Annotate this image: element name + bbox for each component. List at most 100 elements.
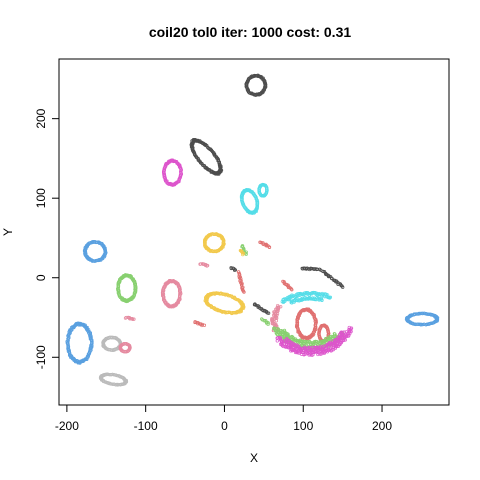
data-point xyxy=(332,332,337,336)
data-point xyxy=(417,312,422,316)
data-point xyxy=(222,292,226,296)
data-point xyxy=(201,262,205,266)
data-point xyxy=(312,349,316,353)
data-point xyxy=(281,300,286,305)
y-tick-label: 200 xyxy=(34,108,48,128)
data-point xyxy=(107,372,112,377)
data-point xyxy=(109,382,113,386)
x-tick-label: 0 xyxy=(221,419,228,433)
y-axis-label: Y xyxy=(1,228,15,236)
data-point xyxy=(104,250,108,255)
data-point xyxy=(220,310,225,314)
data-point xyxy=(229,294,234,298)
data-point xyxy=(103,380,107,384)
data-point xyxy=(290,288,294,292)
data-point xyxy=(226,310,231,315)
data-point xyxy=(422,322,426,326)
x-tick-label: 200 xyxy=(372,419,392,433)
data-point xyxy=(419,322,423,326)
data-point xyxy=(212,151,216,155)
data-point xyxy=(417,322,422,327)
data-point xyxy=(265,189,269,194)
data-point xyxy=(313,323,317,327)
data-point xyxy=(115,373,120,378)
data-point xyxy=(200,322,205,327)
data-point xyxy=(178,293,182,297)
data-points xyxy=(65,73,440,387)
data-point xyxy=(110,372,115,377)
data-point xyxy=(435,318,439,322)
data-point xyxy=(313,291,317,295)
data-point xyxy=(261,90,265,94)
data-point xyxy=(275,332,279,336)
data-point xyxy=(112,382,116,386)
data-point xyxy=(327,274,331,278)
x-tick-label: -100 xyxy=(134,419,158,433)
data-point xyxy=(128,347,132,351)
chart-title: coil20 tol0 iter: 1000 cost: 0.31 xyxy=(149,24,352,40)
data-point xyxy=(286,298,290,302)
data-point xyxy=(237,298,241,302)
data-point xyxy=(205,263,210,268)
x-axis: -200 -100 0 100 200 xyxy=(55,404,392,433)
y-tick-label: 100 xyxy=(34,188,48,208)
data-point xyxy=(123,380,127,384)
data-point xyxy=(430,312,434,317)
x-tick-label: -200 xyxy=(55,419,79,433)
data-point xyxy=(240,307,244,311)
data-point xyxy=(420,311,425,316)
data-point xyxy=(229,266,233,270)
y-axis: -100 0 100 200 xyxy=(34,108,60,369)
data-point xyxy=(261,89,265,93)
data-point xyxy=(420,322,425,327)
data-point xyxy=(411,322,415,326)
data-point xyxy=(429,312,433,316)
data-point xyxy=(412,322,416,326)
data-point xyxy=(216,308,220,313)
data-point xyxy=(255,198,259,202)
data-point xyxy=(110,382,115,386)
data-point xyxy=(115,382,119,387)
data-point xyxy=(344,330,348,334)
x-tick-label: 100 xyxy=(293,419,313,433)
data-point xyxy=(133,287,137,292)
data-point xyxy=(416,322,420,327)
data-point xyxy=(130,317,134,321)
data-point xyxy=(235,298,240,302)
data-point xyxy=(310,345,315,350)
data-point xyxy=(416,312,420,316)
data-point xyxy=(275,339,279,343)
data-point xyxy=(267,245,272,250)
data-point xyxy=(419,311,423,316)
data-point xyxy=(209,305,214,309)
data-point xyxy=(228,294,232,298)
data-point xyxy=(274,319,279,323)
y-tick-label: 0 xyxy=(34,274,48,281)
data-point xyxy=(347,325,351,330)
data-point xyxy=(242,290,246,294)
data-point xyxy=(342,330,346,334)
data-point xyxy=(255,199,259,204)
data-point xyxy=(225,292,229,297)
data-point xyxy=(422,311,427,315)
data-point xyxy=(428,321,432,326)
data-point xyxy=(131,317,135,321)
data-point xyxy=(132,317,136,321)
data-point xyxy=(202,323,207,327)
data-point xyxy=(117,374,121,378)
data-point xyxy=(266,311,271,315)
plot-frame xyxy=(58,58,450,406)
data-point xyxy=(241,252,245,257)
y-tick-label: -100 xyxy=(34,345,48,369)
data-point xyxy=(233,268,238,272)
data-point xyxy=(70,325,75,329)
data-point xyxy=(207,303,212,308)
data-point xyxy=(89,348,93,352)
data-point xyxy=(90,342,94,347)
data-point xyxy=(291,345,295,349)
data-point xyxy=(236,270,241,274)
data-point xyxy=(222,242,226,246)
data-point xyxy=(179,172,184,176)
data-point xyxy=(109,373,113,377)
